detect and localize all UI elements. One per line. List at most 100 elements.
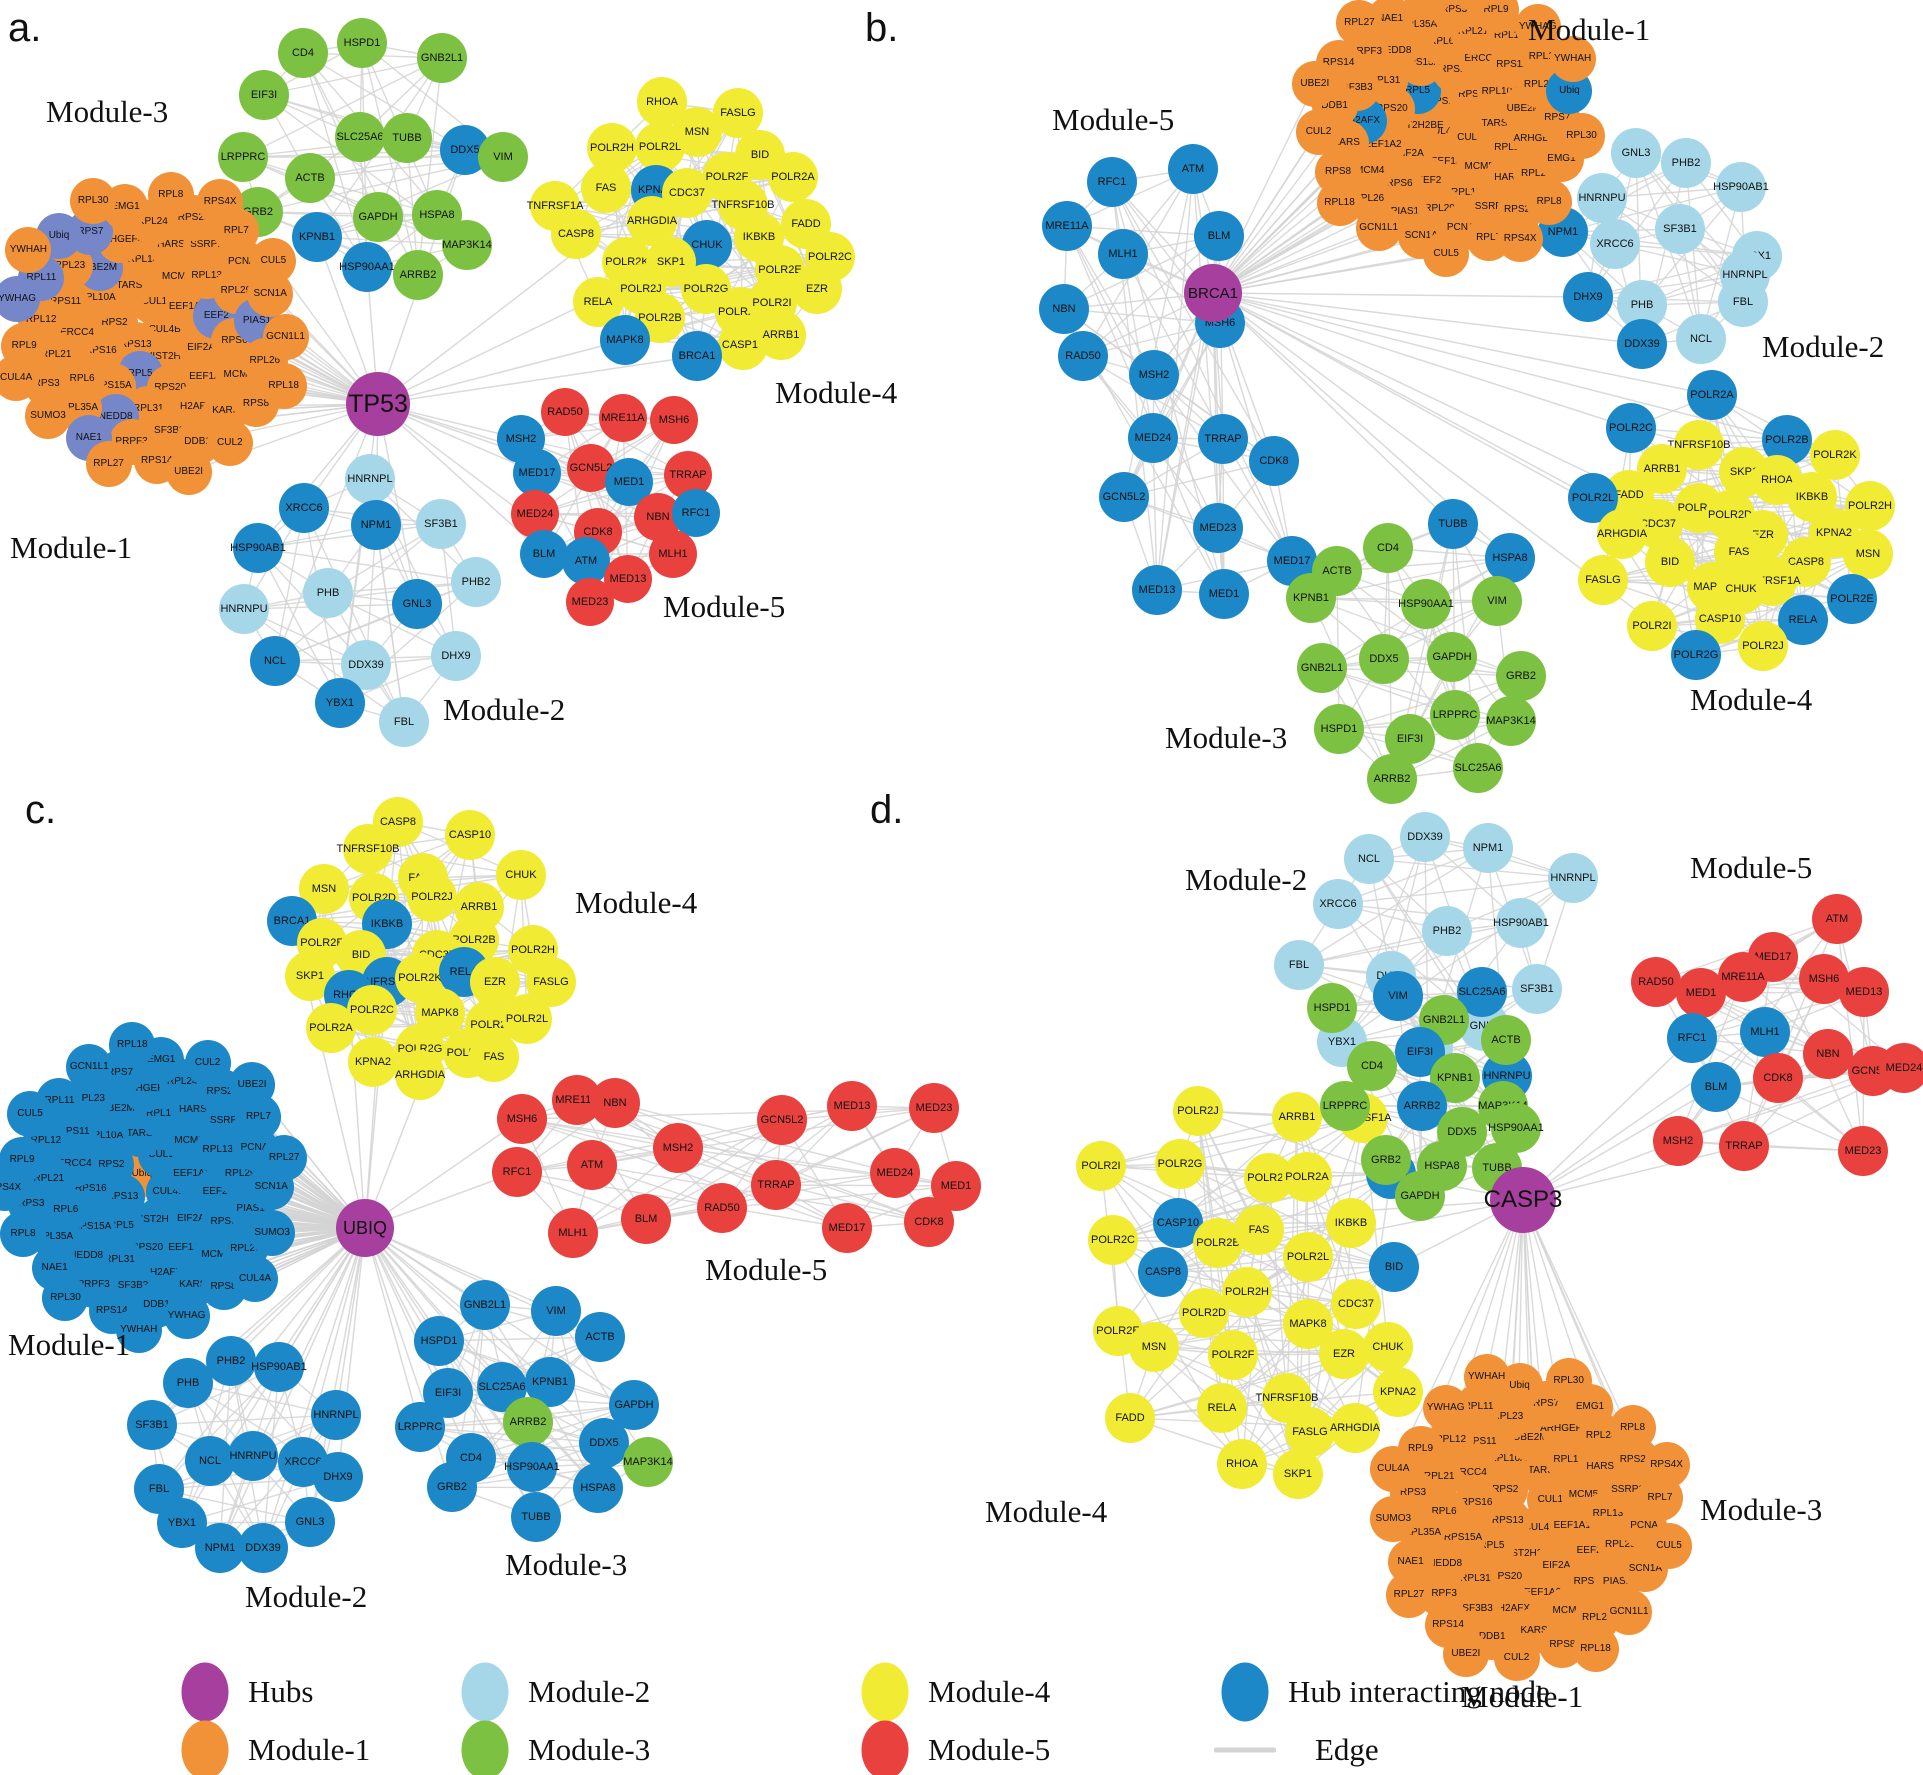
node-rfc1[interactable]: RFC1 [672, 489, 720, 537]
node-gcn1l1[interactable]: GCN1L1 [66, 1043, 113, 1090]
node-med24[interactable]: MED24 [1128, 413, 1178, 463]
node-gnb2l1[interactable]: GNB2L1 [417, 33, 467, 83]
node-arhgdia[interactable]: ARHGDIA [1597, 509, 1647, 559]
node-eif3i[interactable]: EIF3I [239, 70, 289, 120]
node-atm[interactable]: ATM [1812, 894, 1862, 944]
node-hsp90aa1[interactable]: HSP90AA1 [1398, 579, 1454, 629]
node-brca1[interactable]: BRCA1 [672, 331, 722, 381]
node-map3k14[interactable]: MAP3K14 [442, 220, 492, 270]
node-rfc1[interactable]: RFC1 [1087, 157, 1137, 207]
node-gnl3[interactable]: GNL3 [285, 1497, 335, 1547]
node-ywhag[interactable]: YWHAG [1422, 1384, 1469, 1431]
node-phb2[interactable]: PHB2 [206, 1336, 256, 1386]
node-rpl27[interactable]: RPL27 [85, 440, 132, 487]
node-cul2[interactable]: CUL2 [1493, 1635, 1540, 1682]
node-hnrnpu[interactable]: HNRNPU [228, 1431, 278, 1481]
node-rfc1[interactable]: RFC1 [492, 1147, 542, 1197]
node-polr2h[interactable]: POLR2H [1222, 1267, 1272, 1317]
node-gcn5l2[interactable]: GCN5L2 [757, 1095, 807, 1145]
node-mlh1[interactable]: MLH1 [649, 530, 697, 578]
node-fas[interactable]: FAS [581, 163, 631, 213]
node-rpl27[interactable]: RPL27 [1385, 1572, 1432, 1619]
node-gnb2l1[interactable]: GNB2L1 [460, 1280, 510, 1330]
node-polr2j[interactable]: POLR2J [1173, 1086, 1223, 1136]
node-rad50[interactable]: RAD50 [1631, 957, 1681, 1007]
node-npm1[interactable]: NPM1 [195, 1523, 245, 1573]
node-med24[interactable]: MED24 [511, 490, 559, 538]
node-vim[interactable]: VIM [1472, 576, 1522, 626]
node-sumo3[interactable]: SUMO3 [25, 392, 71, 439]
node-blm[interactable]: BLM [520, 530, 568, 578]
node-cul2[interactable]: CUL2 [206, 420, 253, 467]
node-hsp90ab1[interactable]: HSP90AB1 [230, 523, 286, 573]
node-rela[interactable]: RELA [1197, 1383, 1247, 1433]
hub-node-tp53[interactable]: TP53 [346, 372, 410, 436]
node-skp1[interactable]: SKP1 [1273, 1449, 1323, 1499]
node-lrpprc[interactable]: LRPPRC [395, 1402, 445, 1452]
node-phb2[interactable]: PHB2 [451, 557, 501, 607]
node-fbl[interactable]: FBL [134, 1464, 184, 1514]
node-kpnb1[interactable]: KPNB1 [292, 212, 342, 262]
node-med13[interactable]: MED13 [827, 1081, 877, 1131]
node-rpl18[interactable]: RPL18 [1572, 1626, 1619, 1673]
node-ncl[interactable]: NCL [1344, 834, 1394, 884]
node-cul4a[interactable]: CUL4A [1450, 0, 1497, 12]
node-rad50[interactable]: RAD50 [697, 1183, 747, 1233]
node-rpl30[interactable]: RPL30 [42, 1275, 89, 1322]
node-ncl[interactable]: NCL [1676, 314, 1726, 364]
node-cul5[interactable]: CUL5 [1646, 1522, 1693, 1569]
node-rpl27[interactable]: RPL27 [1336, 0, 1383, 46]
node-mre11a[interactable]: MRE11A [1042, 201, 1092, 251]
node-ybx1[interactable]: YBX1 [315, 678, 365, 728]
node-rps4x[interactable]: RPS4X [197, 178, 244, 225]
node-cdc37[interactable]: CDC37 [1331, 1279, 1381, 1329]
node-ddx5[interactable]: DDX5 [1359, 634, 1409, 684]
node-gcn1l1[interactable]: GCN1L1 [1355, 204, 1402, 251]
node-sf3b1[interactable]: SF3B1 [127, 1400, 177, 1450]
node-casp10[interactable]: CASP10 [445, 810, 495, 860]
node-gcn1l1[interactable]: GCN1L1 [262, 313, 309, 360]
node-dhx9[interactable]: DHX9 [1563, 272, 1613, 322]
node-mlh1[interactable]: MLH1 [1098, 229, 1148, 279]
node-sf3b1[interactable]: SF3B1 [1655, 204, 1705, 254]
node-hnrnpl[interactable]: HNRNPL [345, 454, 395, 504]
node-hnrnpl[interactable]: HNRNPL [1548, 853, 1598, 903]
node-polr2b[interactable]: POLR2B [635, 293, 685, 343]
node-cdk8[interactable]: CDK8 [904, 1197, 954, 1247]
node-rpl8[interactable]: RPL8 [147, 172, 194, 219]
node-atm[interactable]: ATM [1168, 144, 1218, 194]
node-polr2e[interactable]: POLR2E [1827, 574, 1877, 624]
node-polr2i[interactable]: POLR2I [1076, 1141, 1126, 1191]
node-casp8[interactable]: CASP8 [1138, 1247, 1188, 1297]
node-mlh1[interactable]: MLH1 [548, 1208, 598, 1258]
node-actb[interactable]: ACTB [1481, 1015, 1531, 1065]
node-fbl[interactable]: FBL [379, 697, 429, 747]
node-gapdh[interactable]: GAPDH [1427, 632, 1477, 682]
node-rps4x[interactable]: RPS4X [1643, 1442, 1690, 1489]
node-polr2d[interactable]: POLR2D [1179, 1288, 1229, 1338]
node-atm[interactable]: ATM [567, 1140, 617, 1190]
node-ube2i[interactable]: UBE2I [165, 448, 212, 495]
node-ddx39[interactable]: DDX39 [1617, 319, 1667, 369]
node-polr2l[interactable]: POLR2L [1283, 1232, 1333, 1282]
hub-node-brca1[interactable]: BRCA1 [1184, 264, 1242, 322]
node-polr2a[interactable]: POLR2A [768, 152, 818, 202]
node-gapdh[interactable]: GAPDH [353, 192, 403, 242]
node-polr2g[interactable]: POLR2G [1155, 1139, 1205, 1189]
node-hsp90aa1[interactable]: HSP90AA1 [339, 242, 395, 292]
node-hnrnpu[interactable]: HNRNPU [1577, 173, 1627, 223]
node-faslg[interactable]: FASLG [1578, 555, 1628, 605]
node-med24[interactable]: MED24 [870, 1148, 920, 1198]
node-cdk8[interactable]: CDK8 [1249, 436, 1299, 486]
node-arhgdia[interactable]: ARHGDIA [395, 1050, 445, 1100]
node-kpnb1[interactable]: KPNB1 [1286, 573, 1336, 623]
node-med23[interactable]: MED23 [566, 578, 614, 626]
node-med13[interactable]: MED13 [1132, 565, 1182, 615]
node-med17[interactable]: MED17 [822, 1203, 872, 1253]
node-rps4x[interactable]: RPS4X [1497, 215, 1544, 262]
node-cd4[interactable]: CD4 [278, 28, 328, 78]
node-gnl3[interactable]: GNL3 [392, 579, 442, 629]
node-chuk[interactable]: CHUK [1363, 1322, 1413, 1372]
node-polr2l[interactable]: POLR2L [502, 994, 552, 1044]
node-fas[interactable]: FAS [469, 1032, 519, 1082]
